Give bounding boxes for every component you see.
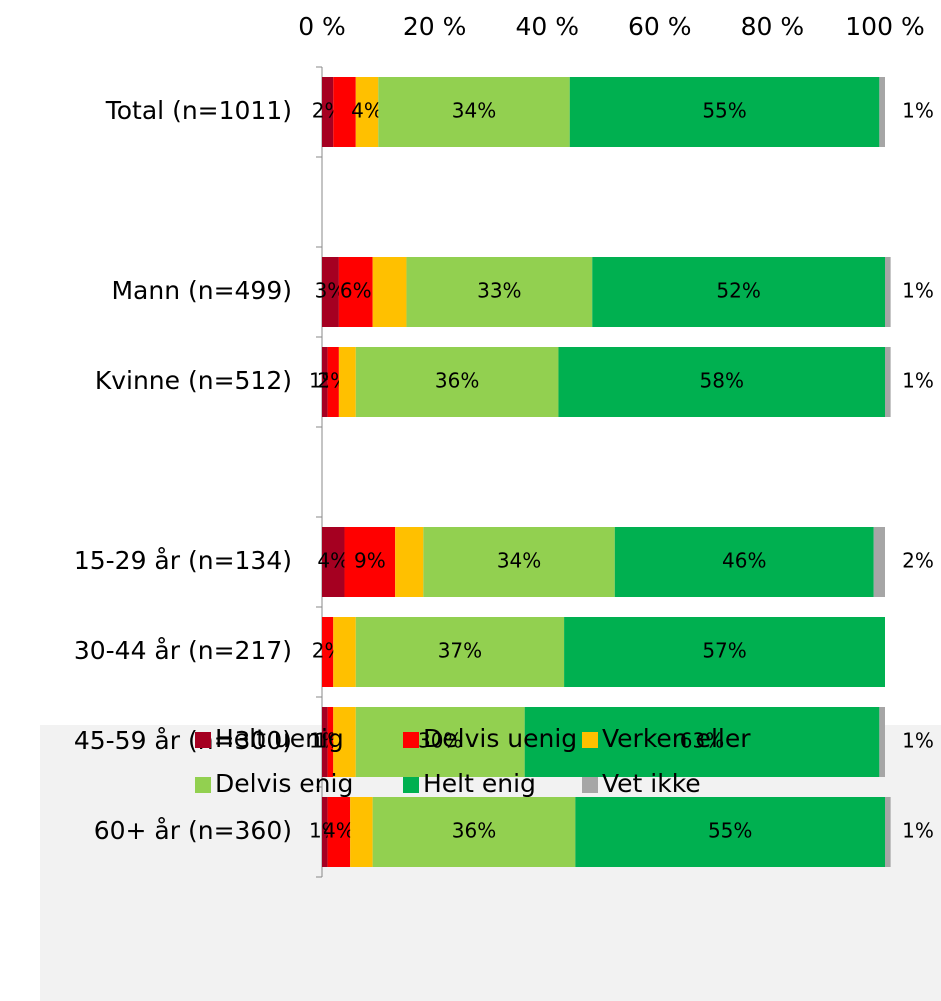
x-tick-label: 0 % bbox=[298, 12, 346, 41]
data-label: 52% bbox=[716, 279, 760, 303]
bar-segment bbox=[378, 77, 570, 147]
data-label: 33% bbox=[477, 279, 521, 303]
legend-swatch bbox=[403, 777, 419, 793]
bar-segment bbox=[350, 797, 373, 867]
legend-label: Helt uenig bbox=[215, 724, 344, 753]
bar-segment bbox=[322, 257, 339, 327]
data-label: 2% bbox=[902, 549, 934, 573]
category-label: Total (n=1011) bbox=[105, 96, 292, 125]
x-tick-label: 80 % bbox=[741, 12, 805, 41]
bar-segment bbox=[372, 797, 576, 867]
bar-segment bbox=[879, 707, 885, 777]
data-label: 4% bbox=[323, 819, 355, 843]
bar-segment bbox=[614, 527, 874, 597]
data-label: 30% bbox=[418, 729, 462, 753]
bar-segment bbox=[395, 527, 424, 597]
bar-segment bbox=[322, 77, 334, 147]
category-label: 15-29 år (n=134) bbox=[74, 546, 292, 575]
category-label: Kvinne (n=512) bbox=[95, 366, 292, 395]
bar-segment bbox=[327, 707, 334, 777]
legend-label: Verken eller bbox=[602, 724, 751, 753]
bar-segment bbox=[558, 347, 885, 417]
data-label: 46% bbox=[722, 549, 766, 573]
data-label: 57% bbox=[702, 639, 746, 663]
data-label: 1% bbox=[902, 819, 934, 843]
data-label: 6% bbox=[340, 279, 372, 303]
legend-swatch bbox=[195, 732, 211, 748]
bar-segment bbox=[873, 527, 885, 597]
bar-segment bbox=[564, 617, 885, 687]
bar-segment bbox=[885, 257, 891, 327]
legend-swatch bbox=[195, 777, 211, 793]
legend-label: Vet ikke bbox=[602, 769, 701, 798]
data-label: 1% bbox=[902, 369, 934, 393]
x-tick-label: 60 % bbox=[628, 12, 692, 41]
bar-segment bbox=[327, 347, 339, 417]
bar-segment bbox=[355, 617, 565, 687]
data-label: 4% bbox=[351, 99, 383, 123]
data-label: 58% bbox=[700, 369, 744, 393]
bar-segment bbox=[372, 257, 407, 327]
bar-segment bbox=[423, 527, 615, 597]
legend-swatch bbox=[582, 732, 598, 748]
legend-label: Delvis uenig bbox=[423, 724, 577, 753]
bar-segment bbox=[355, 77, 379, 147]
bar-segment bbox=[885, 347, 891, 417]
data-label: 37% bbox=[438, 639, 482, 663]
data-label: 55% bbox=[708, 819, 752, 843]
x-tick-label: 40 % bbox=[515, 12, 579, 41]
bar-segment bbox=[333, 77, 356, 147]
data-label: 36% bbox=[435, 369, 479, 393]
category-label: Mann (n=499) bbox=[111, 276, 292, 305]
bar-segment bbox=[333, 707, 356, 777]
bar-segment bbox=[322, 707, 328, 777]
legend-swatch bbox=[582, 777, 598, 793]
bar-segment bbox=[333, 617, 356, 687]
bar-segment bbox=[344, 527, 396, 597]
bar-segment bbox=[322, 347, 328, 417]
data-label: 4% bbox=[317, 549, 349, 573]
bar-segment bbox=[569, 77, 880, 147]
bar-segment bbox=[327, 797, 351, 867]
data-label: 9% bbox=[354, 549, 386, 573]
bar-segment bbox=[338, 257, 373, 327]
data-label: 1% bbox=[902, 729, 934, 753]
bar-segment bbox=[879, 77, 885, 147]
legend-label: Helt enig bbox=[423, 769, 536, 798]
data-label: 1% bbox=[902, 99, 934, 123]
x-tick-label: 100 % bbox=[845, 12, 924, 41]
x-tick-label: 20 % bbox=[403, 12, 467, 41]
category-label: 45-59 år (n=300) bbox=[74, 726, 292, 755]
data-label: 34% bbox=[452, 99, 496, 123]
bar-segment bbox=[322, 527, 345, 597]
legend-label: Delvis enig bbox=[215, 769, 353, 798]
bar-segment bbox=[338, 347, 356, 417]
category-label: 60+ år (n=360) bbox=[94, 816, 292, 845]
legend-swatch bbox=[403, 732, 419, 748]
bar-segment bbox=[322, 797, 328, 867]
bar-segment bbox=[406, 257, 593, 327]
bar-segment bbox=[355, 707, 525, 777]
bar-segment bbox=[355, 347, 559, 417]
bar-segment bbox=[575, 797, 885, 867]
bar-segment bbox=[885, 797, 891, 867]
bar-segment bbox=[592, 257, 885, 327]
data-label: 34% bbox=[497, 549, 541, 573]
data-label: 63% bbox=[680, 729, 724, 753]
data-label: 1% bbox=[902, 279, 934, 303]
data-label: 55% bbox=[702, 99, 746, 123]
category-label: 30-44 år (n=217) bbox=[74, 636, 292, 665]
data-label: 36% bbox=[452, 819, 496, 843]
bar-segment bbox=[322, 617, 334, 687]
